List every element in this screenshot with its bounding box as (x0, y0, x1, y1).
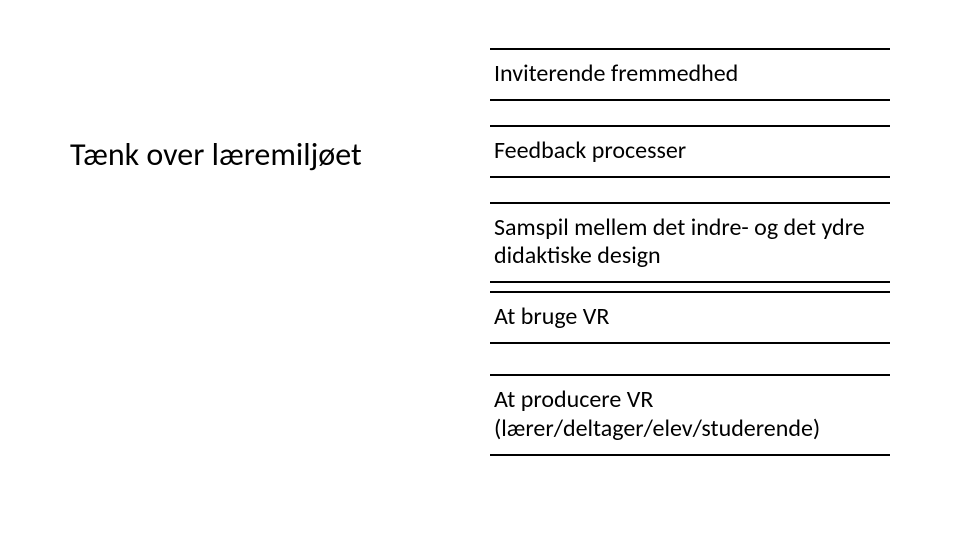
list-item: Feedback processer (490, 125, 890, 178)
slide: Tænk over læremiljøet Inviterende fremme… (0, 0, 960, 540)
list-item: Inviterende fremmedhed (490, 48, 890, 101)
list-item: Samspil mellem det indre- og det ydre di… (490, 202, 890, 284)
list-item: At bruge VR (490, 291, 890, 344)
topic-list: Inviterende fremmedhed Feedback processe… (490, 48, 890, 480)
list-item: At producere VR (lærer/deltager/elev/stu… (490, 374, 890, 456)
slide-title: Tænk over læremiljøet (70, 136, 362, 174)
